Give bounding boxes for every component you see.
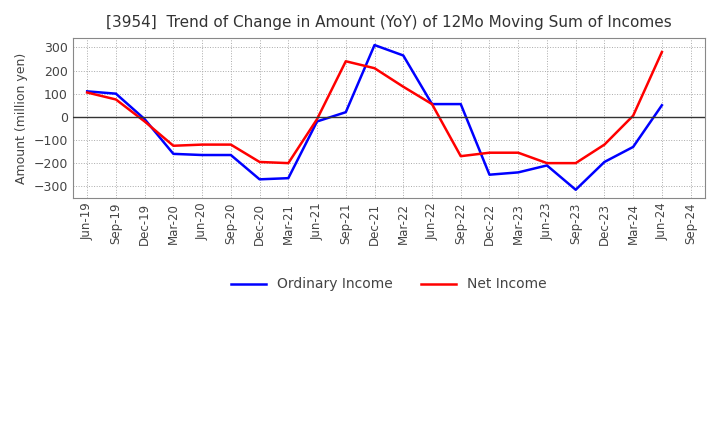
Net Income	[428, 102, 436, 107]
Net Income	[456, 154, 465, 159]
Net Income	[227, 142, 235, 147]
Ordinary Income	[456, 102, 465, 107]
Ordinary Income	[284, 176, 292, 181]
Net Income	[485, 150, 494, 155]
Net Income	[112, 97, 120, 102]
Net Income	[169, 143, 178, 148]
Ordinary Income	[657, 103, 666, 108]
Net Income	[140, 119, 149, 124]
Ordinary Income	[341, 110, 350, 115]
Ordinary Income	[312, 119, 321, 124]
Net Income	[600, 142, 608, 147]
Net Income	[399, 84, 408, 89]
Legend: Ordinary Income, Net Income: Ordinary Income, Net Income	[226, 272, 552, 297]
Title: [3954]  Trend of Change in Amount (YoY) of 12Mo Moving Sum of Incomes: [3954] Trend of Change in Amount (YoY) o…	[106, 15, 672, 30]
Ordinary Income	[629, 144, 637, 150]
Net Income	[370, 66, 379, 71]
Ordinary Income	[485, 172, 494, 177]
Net Income	[256, 159, 264, 165]
Net Income	[198, 142, 207, 147]
Net Income	[341, 59, 350, 64]
Line: Net Income: Net Income	[87, 52, 662, 163]
Ordinary Income	[256, 177, 264, 182]
Y-axis label: Amount (million yen): Amount (million yen)	[15, 52, 28, 183]
Ordinary Income	[514, 170, 523, 175]
Ordinary Income	[428, 102, 436, 107]
Ordinary Income	[112, 91, 120, 96]
Net Income	[629, 113, 637, 118]
Ordinary Income	[169, 151, 178, 157]
Ordinary Income	[399, 53, 408, 58]
Ordinary Income	[600, 159, 608, 165]
Line: Ordinary Income: Ordinary Income	[87, 45, 662, 190]
Net Income	[514, 150, 523, 155]
Net Income	[543, 161, 552, 166]
Ordinary Income	[227, 152, 235, 158]
Ordinary Income	[83, 89, 91, 94]
Ordinary Income	[370, 42, 379, 48]
Ordinary Income	[543, 163, 552, 168]
Ordinary Income	[572, 187, 580, 192]
Net Income	[83, 90, 91, 95]
Net Income	[572, 161, 580, 166]
Net Income	[312, 117, 321, 122]
Ordinary Income	[140, 117, 149, 122]
Net Income	[284, 161, 292, 166]
Net Income	[657, 49, 666, 55]
Ordinary Income	[198, 152, 207, 158]
